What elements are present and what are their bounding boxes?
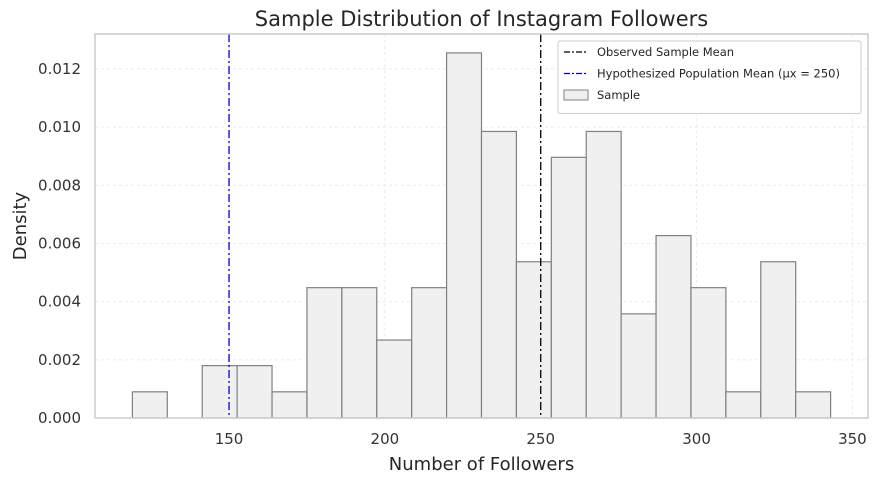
histogram-bar: [585, 130, 622, 419]
x-tick-label: 200: [371, 430, 400, 448]
x-axis-label: Number of Followers: [389, 454, 574, 475]
y-tick-label: 0.004: [38, 293, 81, 311]
x-tick-label: 350: [838, 430, 867, 448]
legend-label: Observed Sample Mean: [597, 45, 734, 59]
y-tick-label: 0.006: [38, 234, 81, 252]
chart-legend: Observed Sample Mean Hypothesized Populat…: [557, 40, 862, 114]
chart-title: Sample Distribution of Instagram Followe…: [255, 7, 708, 31]
y-axis-ticks: 0.000 0.002 0.004 0.006 0.008 0.010 0.012: [38, 60, 81, 427]
mean-lines: [228, 34, 542, 418]
x-axis-ticks: 150 200 250 300 350: [215, 430, 867, 448]
histogram-bar: [690, 287, 727, 419]
y-tick-label: 0.000: [38, 409, 81, 427]
y-axis-label: Density: [10, 191, 31, 260]
histogram-bar: [411, 287, 448, 419]
y-tick-label: 0.002: [38, 351, 81, 369]
histogram-bar: [445, 52, 483, 419]
histogram-bar: [760, 261, 797, 419]
histogram-bar: [725, 391, 762, 419]
histogram-bar: [550, 156, 587, 419]
y-tick-label: 0.008: [38, 176, 81, 194]
histogram-bar: [655, 235, 692, 419]
legend-label: Sample: [597, 88, 640, 102]
histogram-bar: [620, 313, 657, 419]
x-tick-label: 150: [215, 430, 244, 448]
histogram-bar: [271, 391, 308, 419]
plot-area-frame: [94, 33, 869, 419]
legend-box: [557, 40, 862, 114]
histogram-bar: [201, 365, 238, 419]
y-tick-label: 0.010: [38, 118, 81, 136]
histogram-bar: [376, 339, 413, 419]
x-tick-label: 300: [682, 430, 711, 448]
x-tick-label: 250: [526, 430, 555, 448]
histogram-bar: [131, 391, 168, 419]
histogram-bar: [515, 261, 552, 419]
y-tick-label: 0.012: [38, 60, 81, 78]
legend-items: Observed Sample Mean Hypothesized Populat…: [563, 45, 840, 102]
histogram-bar: [795, 391, 832, 419]
histogram-bar: [480, 130, 518, 419]
legend-label: Hypothesized Population Mean (μx = 250): [597, 67, 840, 81]
histogram-bar: [341, 287, 378, 419]
legend-patch-swatch: [563, 89, 589, 101]
histogram-bars: [131, 52, 832, 419]
histogram-bar: [236, 365, 273, 419]
histogram-bar: [306, 287, 343, 419]
